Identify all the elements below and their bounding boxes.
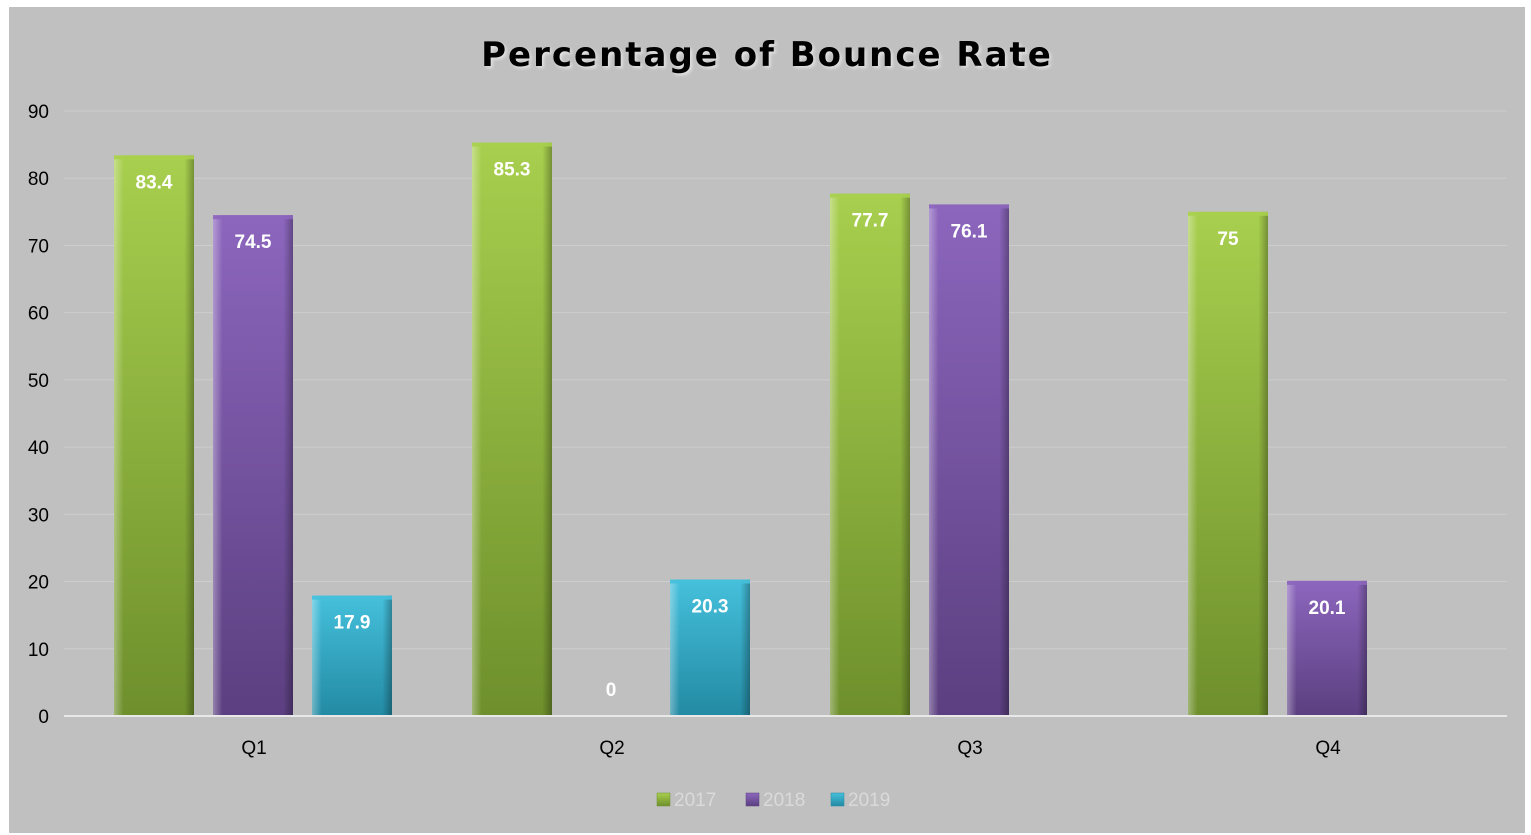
bar-top-edge [312,595,392,600]
x-axis-tick-labels: Q1 Q2 Q3 Q4 [241,738,1341,759]
y-tick-label: 90 [28,102,49,123]
data-label-2018-Q2: 0 [606,680,617,701]
bar-top-edge [114,155,194,160]
bar-bevel [670,579,750,716]
legend-swatch-2019 [830,792,845,807]
bar-chart: 0 10 20 30 40 50 60 70 80 90 83.4 74.5 17.9 85.3 0 20.… [28,102,1507,811]
y-tick-label: 10 [28,640,49,661]
data-label-2017-Q2: 85.3 [494,160,531,181]
legend-label-2017: 2017 [674,790,716,811]
legend-swatch-2018 [745,792,760,807]
data-label-2017-Q3: 77.7 [852,211,889,232]
y-tick-label: 80 [28,169,49,190]
bar-top-edge [670,579,750,584]
bar-top-edge [830,193,910,198]
legend-swatch-2017 [656,792,671,807]
y-tick-label: 40 [28,438,49,459]
y-tick-label: 70 [28,236,49,257]
y-tick-label: 0 [38,707,49,728]
data-label-2019-Q2: 20.3 [692,597,729,618]
x-tick-label: Q3 [957,738,982,759]
bar-top-edge [929,204,1009,209]
bar-bevel [1287,580,1367,716]
y-tick-label: 20 [28,573,49,594]
data-label-2018-Q3: 76.1 [951,221,988,242]
chart-area: Percentage of Bounce Rate 0 10 20 30 40 50 60 7… [9,7,1525,833]
legend-label-2018: 2018 [763,790,805,811]
bar-top-edge [472,142,552,147]
data-labels: 83.4 74.5 17.9 85.3 0 20.3 77.7 76.1 75 20.1 [136,160,1346,701]
x-tick-label: Q1 [241,738,266,759]
bar-bevel [830,193,910,716]
bars [114,142,1367,717]
x-tick-label: Q2 [599,738,624,759]
legend: 2017 2018 2019 [656,790,890,811]
bar-bevel [213,215,293,716]
chart-title: Percentage of Bounce Rate [481,35,1053,75]
x-tick-label: Q4 [1315,738,1341,759]
bar-top-edge [1287,580,1367,585]
bar-top-edge [213,215,293,220]
bar-bevel [929,204,1009,716]
bar-top-edge [1188,211,1268,216]
data-label-2017-Q4: 75 [1217,229,1239,250]
y-tick-label: 30 [28,505,49,526]
data-label-2019-Q1: 17.9 [334,613,371,634]
data-label-2018-Q4: 20.1 [1309,598,1346,619]
bar-bevel [472,142,552,716]
bar-bevel [1188,211,1268,717]
bar-bevel [312,595,392,716]
y-tick-label: 50 [28,371,49,392]
data-label-2017-Q1: 83.4 [136,172,173,193]
legend-label-2019: 2019 [848,790,890,811]
y-axis-tick-labels: 0 10 20 30 40 50 60 70 80 90 [28,102,49,728]
bar-bevel [114,155,194,716]
y-tick-label: 60 [28,304,49,325]
data-label-2018-Q1: 74.5 [235,232,272,253]
